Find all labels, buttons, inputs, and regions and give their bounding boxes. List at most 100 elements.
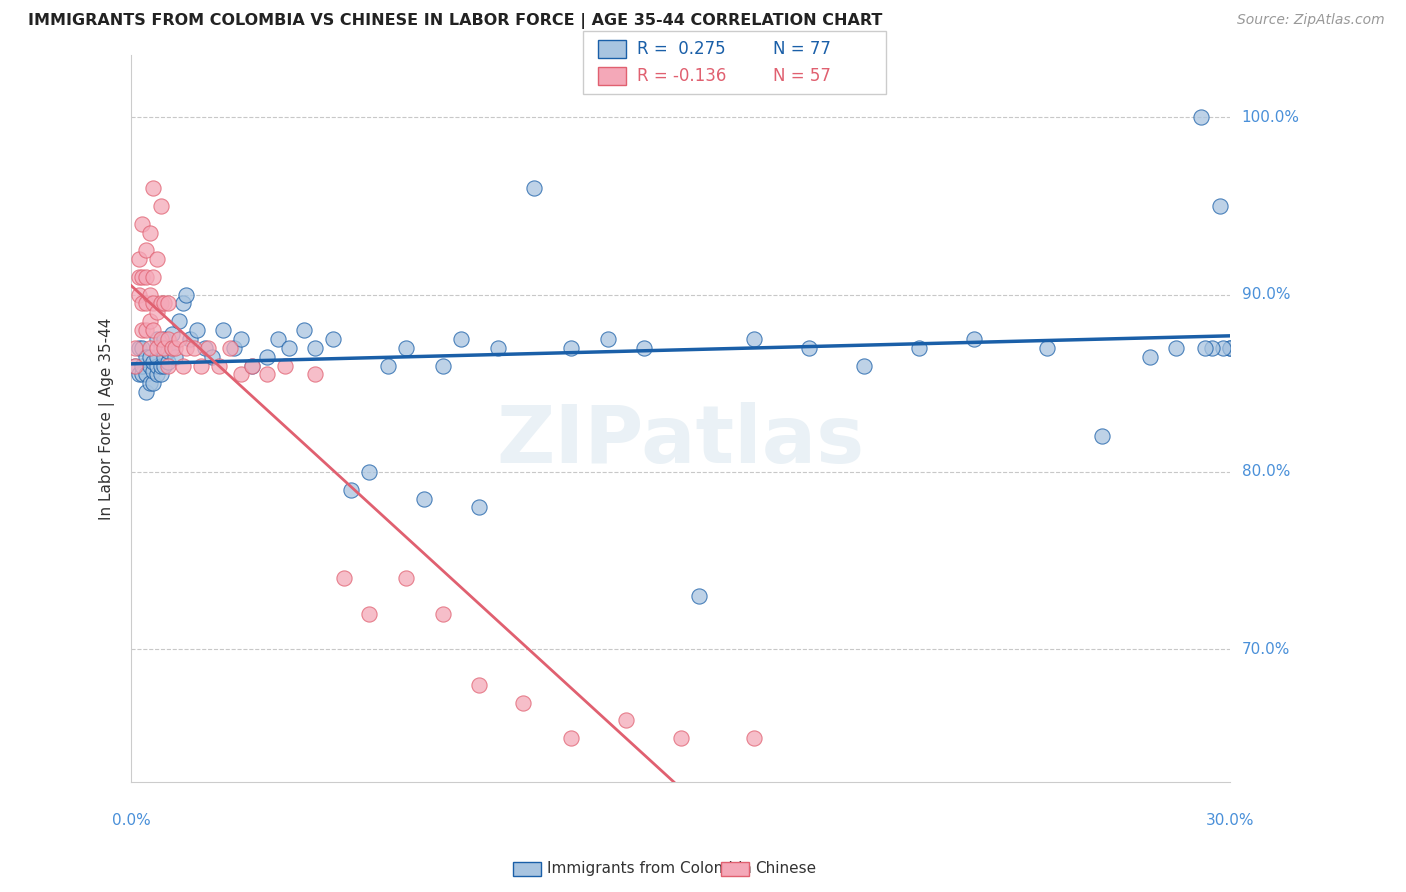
Point (153, 332, 176, 346)
Point (359, 465, 381, 479)
Point (853, 359, 876, 373)
Point (395, 341, 418, 355)
Point (174, 287, 197, 301)
Point (149, 368, 172, 382)
Point (138, 376, 160, 391)
Point (512, 696, 534, 710)
Point (124, 341, 146, 355)
Point (219, 341, 242, 355)
Point (128, 252, 150, 266)
Text: 0.0%: 0.0% (112, 813, 150, 828)
Point (135, 385, 157, 400)
Point (277, 341, 299, 355)
Point (197, 341, 219, 355)
Point (742, 332, 765, 346)
Point (142, 376, 165, 391)
Point (131, 359, 153, 373)
Point (1164, 341, 1187, 355)
Point (124, 359, 146, 373)
Point (523, 181, 546, 195)
Point (131, 296, 153, 310)
Point (156, 344, 179, 359)
Point (450, 332, 472, 346)
Point (149, 359, 172, 373)
Point (256, 350, 278, 364)
Point (128, 287, 150, 301)
Text: 80.0%: 80.0% (1241, 465, 1289, 480)
Point (142, 269, 165, 284)
Point (395, 571, 418, 585)
Text: ZIPatlas: ZIPatlas (496, 401, 865, 480)
Point (1189, 110, 1212, 124)
Point (135, 350, 157, 364)
Text: N = 57: N = 57 (773, 67, 831, 85)
Point (146, 252, 169, 266)
Point (128, 341, 150, 355)
Point (240, 359, 263, 373)
Point (908, 341, 931, 355)
Point (160, 341, 183, 355)
Point (131, 368, 153, 382)
Point (1091, 429, 1114, 443)
Point (128, 269, 150, 284)
Point (156, 355, 179, 369)
Point (149, 199, 172, 213)
Point (212, 323, 235, 337)
Text: Source: ZipAtlas.com: Source: ZipAtlas.com (1237, 13, 1385, 28)
Point (135, 269, 157, 284)
Point (128, 368, 150, 382)
Point (146, 350, 169, 364)
Point (359, 607, 381, 621)
Point (292, 323, 315, 337)
Point (304, 368, 326, 382)
Point (1139, 350, 1161, 364)
Point (797, 341, 820, 355)
Point (165, 341, 187, 355)
Text: N = 77: N = 77 (773, 40, 831, 58)
Point (153, 296, 176, 310)
Point (142, 323, 165, 337)
Point (160, 341, 183, 355)
Point (153, 350, 176, 364)
Point (131, 269, 153, 284)
Point (138, 341, 160, 355)
Point (167, 314, 190, 328)
Point (222, 341, 245, 355)
Point (1219, 341, 1241, 355)
Point (156, 332, 179, 346)
Point (146, 359, 169, 373)
Point (138, 314, 160, 328)
Point (1219, 341, 1241, 355)
Point (149, 296, 172, 310)
Point (153, 341, 176, 355)
Point (742, 731, 765, 745)
Point (201, 350, 224, 364)
Point (468, 500, 491, 515)
Point (190, 359, 212, 373)
Point (135, 296, 157, 310)
Point (432, 359, 454, 373)
Point (146, 368, 169, 382)
Point (138, 226, 160, 240)
Point (256, 368, 278, 382)
Point (142, 181, 165, 195)
Point (963, 332, 986, 346)
Point (156, 296, 179, 310)
Point (153, 359, 176, 373)
Point (468, 678, 491, 692)
Point (165, 350, 187, 364)
Point (267, 332, 290, 346)
Point (560, 731, 582, 745)
Text: R = -0.136: R = -0.136 (637, 67, 727, 85)
Point (138, 350, 160, 364)
Point (135, 368, 157, 382)
Point (1201, 341, 1223, 355)
Text: 100.0%: 100.0% (1241, 110, 1299, 125)
Point (560, 341, 582, 355)
Point (146, 341, 169, 355)
Text: 70.0%: 70.0% (1241, 642, 1289, 657)
Text: 90.0%: 90.0% (1241, 287, 1291, 302)
Point (231, 368, 253, 382)
Point (131, 341, 153, 355)
Point (208, 359, 231, 373)
